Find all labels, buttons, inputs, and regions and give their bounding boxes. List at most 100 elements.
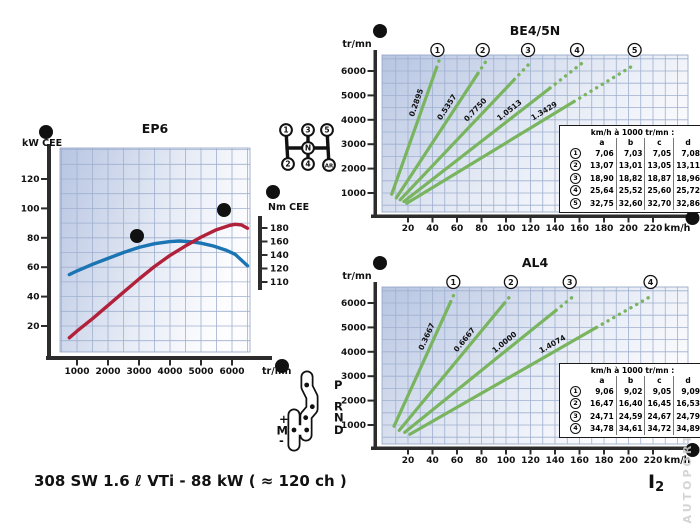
page-marker: I2 xyxy=(648,471,665,495)
y-tick-label: 100 xyxy=(21,204,40,214)
svg-text:4: 4 xyxy=(305,160,310,169)
y-tick-label: 6000 xyxy=(341,299,366,309)
x-axis-bar xyxy=(46,356,272,360)
svg-text:d: d xyxy=(221,205,228,216)
mode-label: M xyxy=(277,424,288,438)
table-value: 16,53 xyxy=(673,397,700,410)
a-badge: a xyxy=(373,256,387,270)
chart-title: EP6 xyxy=(142,121,169,136)
svg-text:2: 2 xyxy=(508,278,514,287)
x-tick-label: 40 xyxy=(426,224,439,234)
table-value: 34,72 xyxy=(644,422,674,435)
table-gear-number: 5 xyxy=(570,197,581,209)
x-axis-label: km/h xyxy=(664,223,691,234)
table-value: 34,78 xyxy=(590,424,614,434)
table-gear-number: 3 xyxy=(570,172,581,184)
f-badge: f xyxy=(685,443,700,457)
power-curve xyxy=(67,222,250,340)
x-tick-label: 20 xyxy=(402,456,415,466)
f-badge: f xyxy=(685,211,700,225)
gear-number-circle: 5 xyxy=(627,42,642,58)
svg-text:3: 3 xyxy=(305,126,310,135)
svg-text:4: 4 xyxy=(574,46,580,55)
y-tick-label: 4000 xyxy=(341,348,366,358)
svg-text:1: 1 xyxy=(435,46,441,55)
table-value: 32,86 xyxy=(673,197,700,210)
chart-title: BE4/5N xyxy=(510,23,561,38)
gear-number-circle: 4 xyxy=(569,42,585,58)
y-axis-label: tr/mn xyxy=(342,39,372,50)
x-tick-label: 200 xyxy=(619,456,638,466)
table-value: 24,71 xyxy=(590,411,614,421)
right-axis-bar xyxy=(258,216,262,290)
auto-position-P: P xyxy=(334,378,342,392)
x-tick-label: 200 xyxy=(619,224,638,234)
table-value: 9,02 xyxy=(615,385,645,398)
table-col-a: a xyxy=(599,376,605,385)
x-tick-label: 60 xyxy=(451,456,464,466)
table-value: 32,75 xyxy=(590,198,614,208)
auto-position-R: R xyxy=(334,400,343,414)
gate-dot xyxy=(304,427,310,433)
x-tick-label: 100 xyxy=(497,224,516,234)
table-col-c: c xyxy=(644,138,674,147)
svg-text:5: 5 xyxy=(632,46,638,55)
svg-text:AR: AR xyxy=(325,164,334,170)
gear-position-AR: AR xyxy=(322,158,336,172)
y-tick-label: 5000 xyxy=(341,91,366,101)
auto-position-N: N xyxy=(334,410,344,424)
y-tick-label: 1000 xyxy=(341,189,366,199)
gear-position-1: 1 xyxy=(279,123,293,137)
x-axis-bar xyxy=(371,446,693,450)
table-col-b: b xyxy=(615,138,645,147)
table-value: 25,72 xyxy=(673,184,700,197)
table-value: 7,05 xyxy=(644,147,674,160)
al4-ratio-table: km/h à 1000 tr/mn : a b c d 1 9,06 9,02 9,05 9,09… xyxy=(559,363,700,438)
svg-text:a: a xyxy=(377,26,383,37)
x-tick-label: 120 xyxy=(521,224,540,234)
y-tick-label: 1000 xyxy=(341,421,366,431)
table-value: 16,40 xyxy=(615,397,645,410)
gear-position-3: 3 xyxy=(301,123,315,137)
table-value: 7,08 xyxy=(673,147,700,160)
x-tick-label: 4000 xyxy=(157,367,182,377)
page-marker-letter: I xyxy=(648,471,656,493)
y-tick-label: 4000 xyxy=(341,116,366,126)
table-value: 25,52 xyxy=(615,184,645,197)
table-gear-number: 2 xyxy=(570,160,581,172)
page-marker-number: 2 xyxy=(655,480,665,495)
x-tick-label: 2000 xyxy=(95,367,120,377)
table-value: 32,60 xyxy=(615,197,645,210)
chart-title: AL4 xyxy=(522,255,549,270)
svg-text:c: c xyxy=(270,187,276,198)
torque-curve xyxy=(67,239,250,277)
svg-text:2: 2 xyxy=(285,160,290,169)
svg-text:3: 3 xyxy=(567,278,573,287)
y-tick-label: 2000 xyxy=(341,397,366,407)
table-value: 13,01 xyxy=(615,159,645,172)
table-value: 25,64 xyxy=(590,186,614,196)
table-col-d: d xyxy=(673,376,700,385)
svg-text:a: a xyxy=(377,258,383,269)
table-value: 16,45 xyxy=(644,397,674,410)
y-tick-label: 40 xyxy=(27,293,40,303)
right-tick-label: 110 xyxy=(270,278,289,288)
table-value: 18,82 xyxy=(615,172,645,185)
table-header: km/h à 1000 tr/mn : xyxy=(590,128,675,137)
x-tick-label: 140 xyxy=(546,456,565,466)
table-gear-number: 3 xyxy=(570,410,581,422)
x-tick-label: 1000 xyxy=(64,367,89,377)
x-tick-label: 180 xyxy=(595,456,614,466)
svg-text:N: N xyxy=(305,144,311,153)
gear-position-4: 4 xyxy=(301,157,315,171)
table-value: 18,87 xyxy=(644,172,674,185)
x-tick-label: 100 xyxy=(497,456,516,466)
table-value: 13,11 xyxy=(673,159,700,172)
y-tick-label: 3000 xyxy=(341,372,366,382)
e-badge: e xyxy=(130,229,144,243)
a-badge: a xyxy=(275,359,289,373)
table-gear-number: 4 xyxy=(570,423,581,435)
gate-dot xyxy=(309,404,315,410)
